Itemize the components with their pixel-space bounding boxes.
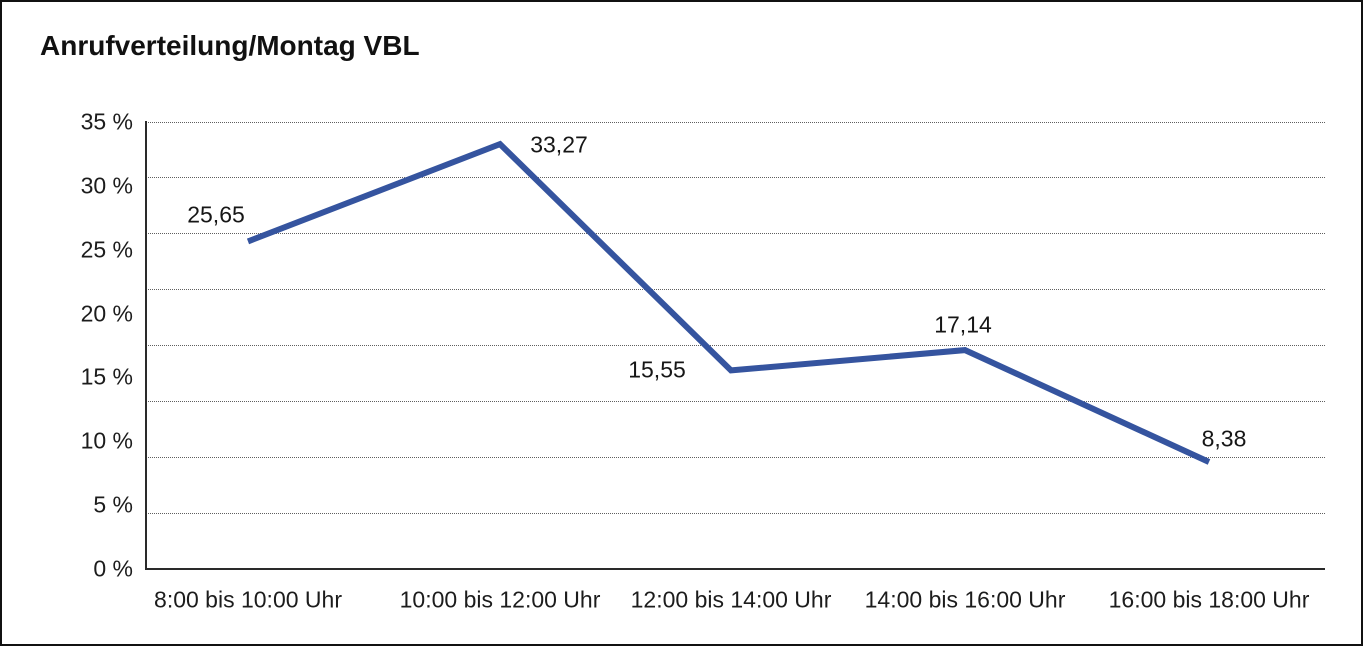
y-tick-label: 15 % [80, 363, 133, 390]
h-gridline [146, 233, 1325, 235]
h-gridline [146, 345, 1325, 347]
x-tick-label: 14:00 bis 16:00 Uhr [864, 586, 1066, 613]
data-point-label: 17,14 [934, 311, 992, 338]
y-tick-label: 25 % [80, 236, 133, 263]
h-gridline [146, 513, 1325, 515]
y-tick-label: 20 % [80, 300, 133, 327]
y-tick-label: 10 % [80, 427, 133, 454]
x-tick-label: 8:00 bis 10:00 Uhr [154, 586, 342, 613]
x-axis-line [145, 568, 1325, 570]
y-tick-label: 30 % [80, 172, 133, 199]
data-point-label: 33,27 [530, 131, 588, 158]
y-tick-label: 5 % [93, 491, 133, 518]
chart-title: Anrufverteilung/Montag VBL [40, 30, 420, 61]
h-gridline [146, 401, 1325, 403]
x-tick-label: 16:00 bis 18:00 Uhr [1108, 586, 1310, 613]
series-polyline [246, 140, 1211, 465]
data-point-label: 8,38 [1201, 425, 1247, 452]
h-gridline [146, 289, 1325, 291]
y-tick-label: 0 % [93, 555, 133, 582]
h-gridline [146, 457, 1325, 459]
data-point-label: 25,65 [187, 201, 245, 228]
y-tick-label: 35 % [80, 108, 133, 135]
data-point-label: 15,55 [628, 356, 686, 383]
h-gridline [146, 121, 1325, 123]
y-axis-line [145, 121, 147, 570]
h-gridline [146, 177, 1325, 179]
x-tick-label: 10:00 bis 12:00 Uhr [399, 586, 601, 613]
x-tick-label: 12:00 bis 14:00 Uhr [630, 586, 832, 613]
